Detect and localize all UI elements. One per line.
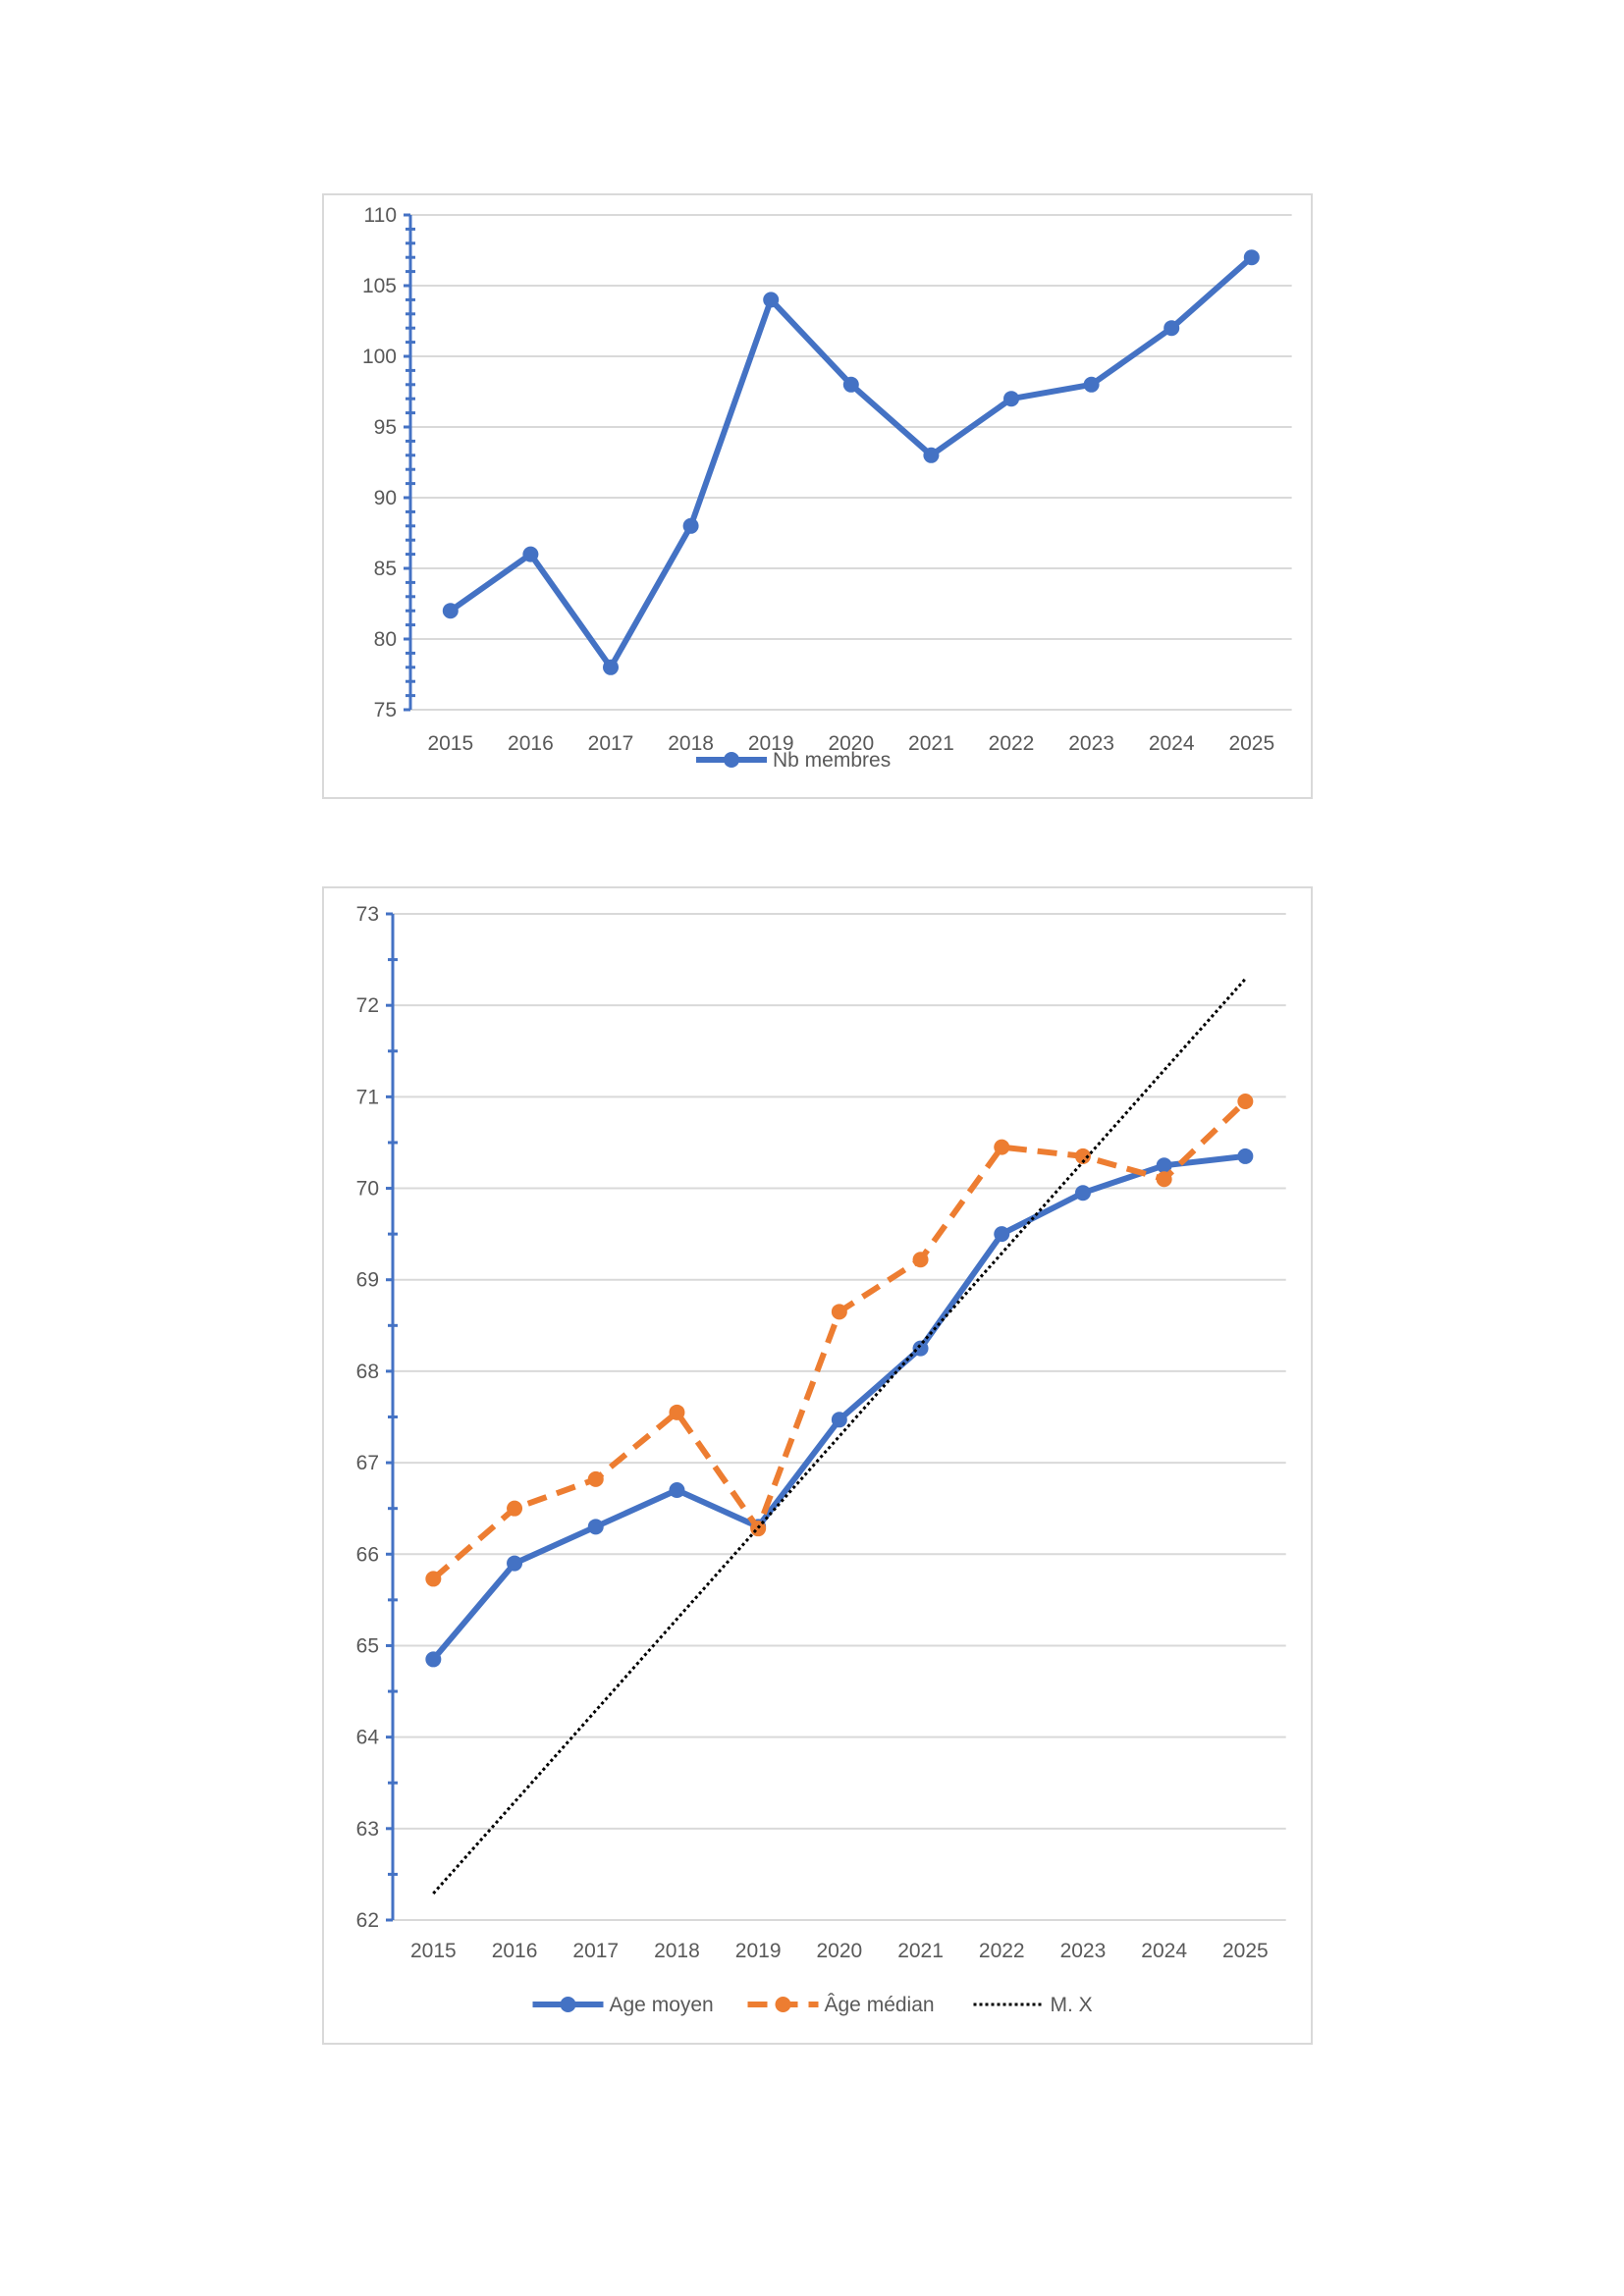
data-point	[682, 517, 699, 534]
x-tick-label: 2021	[897, 1940, 944, 1962]
data-point	[603, 659, 619, 675]
y-tick-label: 67	[356, 1452, 379, 1474]
y-tick-label: 80	[374, 628, 397, 651]
data-point	[669, 1404, 685, 1420]
y-tick-label: 72	[356, 994, 379, 1017]
legend-label-2: M. X	[1051, 1994, 1093, 2016]
x-tick-label: 2015	[427, 732, 473, 755]
x-tick-label: 2021	[908, 732, 954, 755]
data-point	[1156, 1171, 1172, 1188]
data-point	[831, 1412, 847, 1428]
x-tick-label: 2020	[828, 732, 874, 755]
y-tick-label: 95	[374, 416, 397, 439]
x-tick-label: 2025	[1228, 732, 1274, 755]
series-line-0	[449, 254, 1254, 670]
y-tick-label: 66	[356, 1543, 379, 1566]
y-tick-label: 70	[356, 1178, 379, 1201]
chart-members-svg: 75 80 85 90 95 100 105 110 2015 2016 2017 2018 2019 2…	[362, 204, 1292, 772]
x-tick-label: 2018	[668, 732, 714, 755]
x-tick-label: 2025	[1222, 1940, 1269, 1962]
series-line-2	[432, 978, 1247, 1895]
data-point	[1083, 376, 1100, 393]
legend-marker-0	[724, 752, 739, 768]
legend-label-0: Nb membres	[773, 749, 891, 772]
y-tick-label: 63	[356, 1818, 379, 1841]
y-tick-label: 85	[374, 558, 397, 580]
data-point	[994, 1139, 1010, 1155]
data-point	[587, 1519, 604, 1535]
y-tick-label: 110	[364, 204, 397, 227]
chart-members: 75 80 85 90 95 100 105 110 2015 2016 2017 2018 2019 2…	[322, 193, 1313, 799]
y-tick-label: 69	[356, 1269, 379, 1292]
data-point	[1074, 1185, 1091, 1201]
x-tick-label: 2018	[654, 1940, 700, 1962]
legend-label-0: Age moyen	[610, 1994, 714, 2016]
legend-label-1: Âge médian	[825, 1994, 935, 2016]
y-tick-label: 75	[374, 699, 397, 721]
data-point	[442, 603, 459, 619]
data-point	[587, 1470, 604, 1487]
x-tick-label: 2022	[989, 732, 1035, 755]
data-point	[425, 1651, 442, 1668]
data-point	[1243, 249, 1260, 266]
data-point	[763, 292, 780, 308]
data-point	[1074, 1148, 1091, 1164]
data-point	[1003, 391, 1019, 407]
x-tick-label: 2023	[1068, 732, 1114, 755]
chart-ages: 62 63 64 65 66 67 68 69 70 71 72 73 2015 2016 2017 2018…	[322, 886, 1313, 2045]
data-point	[1237, 1148, 1254, 1164]
data-point	[522, 546, 539, 562]
x-tick-label: 2015	[410, 1940, 457, 1962]
y-tick-label: 71	[356, 1086, 379, 1108]
x-tick-label: 2024	[1149, 732, 1195, 755]
y-tick-label: 105	[362, 275, 397, 297]
data-point	[669, 1482, 685, 1499]
data-point	[842, 376, 859, 393]
data-point	[425, 1571, 442, 1587]
x-tick-label: 2017	[572, 1940, 619, 1962]
y-tick-label: 64	[356, 1727, 380, 1749]
x-tick-label: 2020	[816, 1940, 862, 1962]
data-point	[507, 1500, 523, 1517]
y-tick-label: 73	[356, 903, 379, 926]
data-point	[1237, 1094, 1254, 1110]
chart-ages-svg: 62 63 64 65 66 67 68 69 70 71 72 73 2015 2016 2017 2018…	[356, 903, 1286, 2016]
data-point	[912, 1252, 929, 1268]
data-point	[994, 1226, 1010, 1243]
y-tick-label: 65	[356, 1634, 379, 1657]
x-tick-label: 2019	[748, 732, 794, 755]
data-point	[1164, 320, 1180, 337]
y-tick-label: 90	[374, 487, 397, 509]
data-point	[912, 1340, 929, 1357]
x-tick-label: 2017	[588, 732, 634, 755]
data-point	[1156, 1157, 1172, 1174]
y-tick-label: 62	[356, 1909, 379, 1932]
x-tick-label: 2016	[508, 732, 554, 755]
y-tick-label: 68	[356, 1361, 379, 1383]
x-tick-label: 2024	[1141, 1940, 1187, 1962]
legend-marker-1	[775, 1997, 791, 2012]
x-tick-label: 2022	[979, 1940, 1025, 1962]
legend-marker-0	[560, 1997, 576, 2012]
data-point	[923, 447, 940, 463]
x-tick-label: 2016	[492, 1940, 538, 1962]
x-tick-label: 2023	[1060, 1940, 1107, 1962]
series-line-0	[431, 1152, 1246, 1662]
data-point	[831, 1304, 847, 1320]
x-tick-label: 2019	[735, 1940, 782, 1962]
y-tick-label: 100	[362, 346, 397, 368]
data-point	[507, 1555, 523, 1572]
series-line-1	[431, 1098, 1248, 1581]
